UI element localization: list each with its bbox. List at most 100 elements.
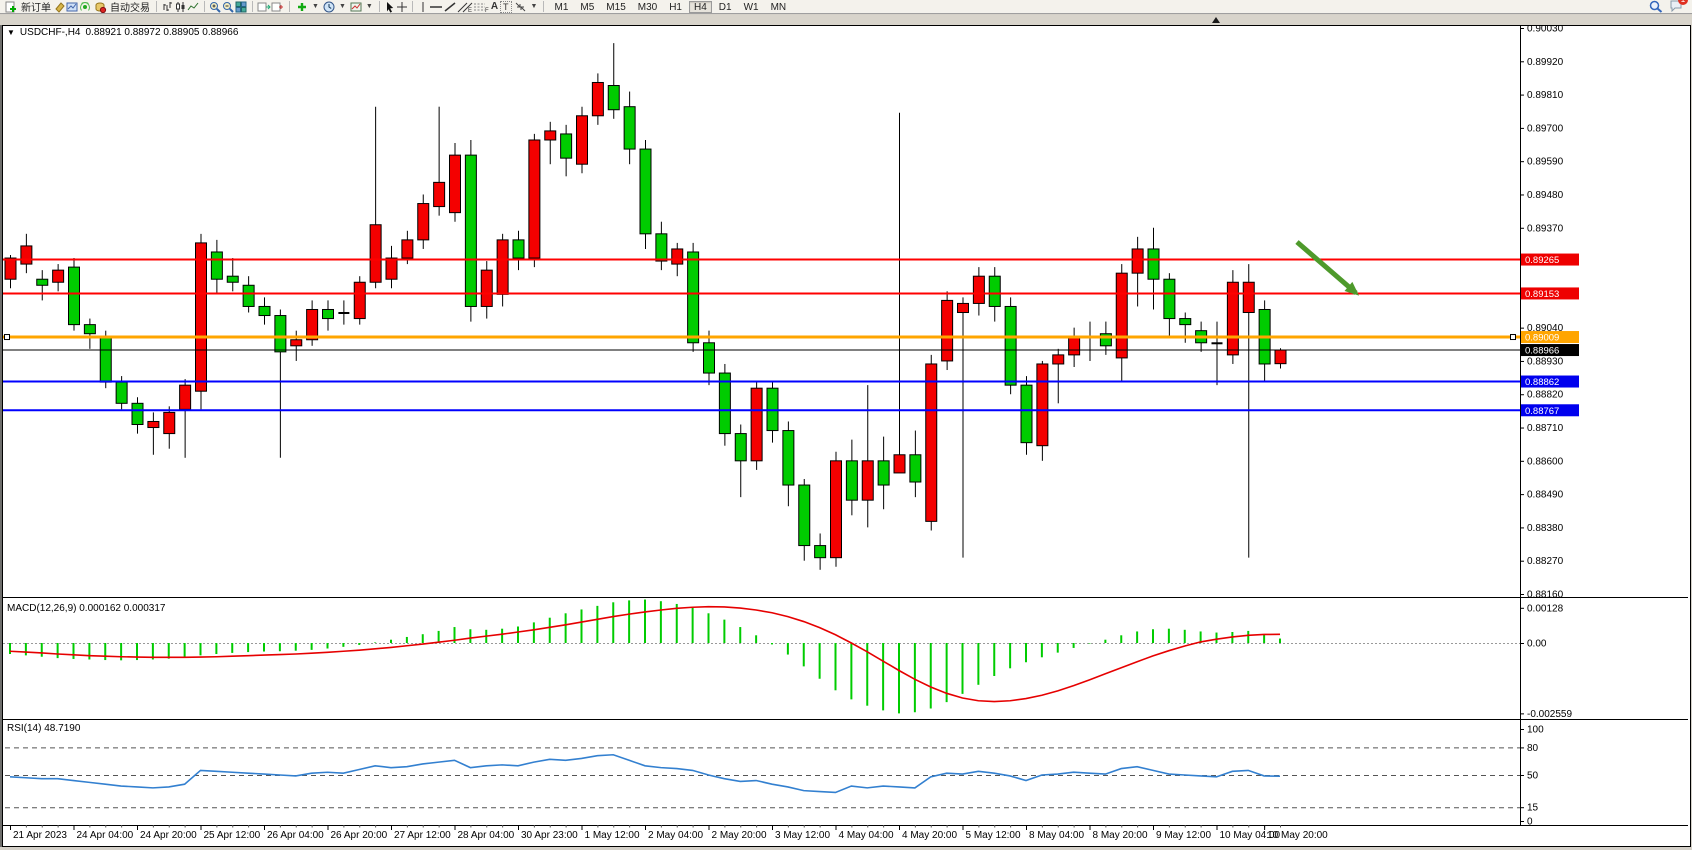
arrows-tool-button[interactable]: ▼ [512, 0, 540, 13]
price-axis: 0.90030 0.89920 0.89810 0.89700 0.89590 0.894… [1520, 26, 1564, 601]
svg-text:0.88380: 0.88380 [1527, 523, 1564, 534]
vertical-line-tool-icon[interactable] [417, 1, 429, 13]
horizontal-line-tool-icon[interactable] [429, 1, 443, 13]
collapse-icon[interactable]: ▼ [7, 28, 15, 37]
chart-frame [3, 26, 1688, 826]
window-left-edge [0, 25, 2, 847]
svg-text:10 May 20:00: 10 May 20:00 [1267, 830, 1328, 841]
autotrade-button[interactable]: 自动交易 [92, 0, 152, 14]
indicators-icon [296, 1, 308, 13]
timeframe-m30[interactable]: M30 [633, 1, 662, 13]
timeframe-h1[interactable]: H1 [664, 1, 687, 13]
indicators-button[interactable]: ▼ [294, 0, 321, 13]
svg-text:8 May 04:00: 8 May 04:00 [1029, 830, 1084, 841]
svg-text:0.89265: 0.89265 [1525, 255, 1559, 266]
timeframe-d1[interactable]: D1 [714, 1, 737, 13]
svg-text:1 May 12:00: 1 May 12:00 [585, 830, 640, 841]
zoom-out-icon[interactable] [222, 1, 235, 13]
new-order-label: 新订单 [21, 3, 51, 14]
timeframe-h4[interactable]: H4 [689, 0, 712, 13]
svg-text:0.88767: 0.88767 [1525, 406, 1559, 417]
toolbar-separator [289, 1, 290, 12]
chart-canvas[interactable]: 0.90030 0.89920 0.89810 0.89700 0.89590 0.894… [3, 26, 1688, 844]
timeframe-m15[interactable]: M15 [601, 1, 630, 13]
channel-tool-icon[interactable]: E [457, 1, 473, 13]
autotrade-icon [94, 1, 107, 13]
svg-text:0.88270: 0.88270 [1527, 556, 1564, 567]
symbol-label: USDCHF-,H4 [19, 27, 81, 38]
clock-icon [323, 1, 335, 13]
text-label-tool-icon[interactable]: T [500, 0, 512, 13]
svg-text:0.88490: 0.88490 [1527, 490, 1564, 501]
svg-text:0.89009: 0.89009 [1525, 333, 1559, 344]
candlestick-chart-icon[interactable] [174, 1, 187, 13]
svg-text:4 May 04:00: 4 May 04:00 [839, 830, 894, 841]
svg-text:27 Apr 12:00: 27 Apr 12:00 [394, 830, 451, 841]
line-chart-icon[interactable] [187, 1, 200, 13]
svg-text:0.88820: 0.88820 [1527, 390, 1564, 401]
auto-scroll-icon[interactable] [257, 1, 271, 13]
horizontal-lines[interactable] [3, 258, 1520, 412]
caret-down-icon: ▼ [365, 3, 373, 10]
svg-text:0.88160: 0.88160 [1527, 590, 1564, 601]
trend-arrow-annotation[interactable] [1295, 240, 1360, 296]
svg-text:0.00: 0.00 [1527, 639, 1547, 650]
timeframe-m1[interactable]: M1 [549, 1, 573, 13]
toolbar-separator [252, 1, 253, 12]
fibonacci-tool-icon[interactable]: F [473, 1, 489, 13]
timeframe-m5[interactable]: M5 [575, 1, 599, 13]
arrows-tool-icon [514, 1, 527, 13]
search-icon[interactable] [1649, 0, 1663, 13]
signals-icon[interactable] [79, 1, 92, 13]
svg-text:0.90030: 0.90030 [1527, 26, 1564, 35]
styles-icon[interactable] [53, 1, 66, 13]
svg-text:4 May 20:00: 4 May 20:00 [902, 830, 957, 841]
chart-title: ▼ USDCHF-,H4 0.88921 0.88972 0.88905 0.8… [7, 27, 238, 38]
timeframe-w1[interactable]: W1 [739, 1, 764, 13]
cursor-icon[interactable] [384, 1, 396, 13]
svg-text:F: F [485, 8, 489, 13]
periods-button[interactable]: ▼ [321, 0, 348, 13]
svg-text:0.89810: 0.89810 [1527, 90, 1564, 101]
svg-text:0: 0 [1527, 817, 1533, 828]
quote-ohlc: 0.88921 0.88972 0.88905 0.88966 [85, 27, 239, 38]
price-badges: 0.89265 0.89153 0.89009 0.88966 0.88862 0.887… [1521, 253, 1579, 417]
zoom-in-icon[interactable] [209, 1, 222, 13]
toolbar-separator [411, 1, 413, 12]
charts-window-icon[interactable] [66, 1, 79, 13]
text-tool-icon[interactable]: A [490, 1, 499, 12]
new-order-button[interactable]: 新订单 [3, 0, 53, 14]
autotrade-label: 自动交易 [110, 3, 150, 14]
svg-text:5 May 12:00: 5 May 12:00 [966, 830, 1021, 841]
notifications-button[interactable]: 1 [1669, 0, 1688, 15]
timeframe-mn[interactable]: MN [766, 1, 792, 13]
svg-text:0.89153: 0.89153 [1525, 289, 1559, 300]
toolbar-separator [543, 1, 545, 12]
svg-text:26 Apr 04:00: 26 Apr 04:00 [267, 830, 324, 841]
svg-text:0.88862: 0.88862 [1525, 377, 1559, 388]
svg-text:0.89700: 0.89700 [1527, 123, 1564, 134]
svg-text:2 May 20:00: 2 May 20:00 [712, 830, 767, 841]
svg-text:100: 100 [1527, 725, 1544, 736]
svg-text:24 Apr 20:00: 24 Apr 20:00 [140, 830, 197, 841]
svg-text:21 Apr 2023: 21 Apr 2023 [13, 830, 67, 841]
chart-shift-marker-icon[interactable] [1212, 17, 1220, 23]
trendline-tool-icon[interactable] [443, 1, 457, 13]
svg-text:0.88930: 0.88930 [1527, 356, 1564, 367]
templates-button[interactable]: ▼ [348, 0, 375, 13]
new-order-icon [5, 1, 18, 13]
toolbar-separator [378, 1, 380, 12]
svg-text:E: E [468, 8, 472, 13]
svg-text:8 May 20:00: 8 May 20:00 [1093, 830, 1148, 841]
svg-text:10 May 04:00: 10 May 04:00 [1220, 830, 1281, 841]
svg-text:30 Apr 23:00: 30 Apr 23:00 [521, 830, 578, 841]
crosshair-icon[interactable] [396, 1, 408, 13]
notification-badge: 1 [1678, 0, 1688, 5]
chart-shift-icon[interactable] [271, 1, 285, 13]
chart-window: 0.90030 0.89920 0.89810 0.89700 0.89590 0.894… [2, 25, 1691, 847]
svg-text:24 Apr 04:00: 24 Apr 04:00 [77, 830, 134, 841]
caret-down-icon: ▼ [338, 3, 346, 10]
bar-chart-icon[interactable] [161, 1, 174, 13]
tile-windows-icon[interactable] [235, 1, 248, 13]
